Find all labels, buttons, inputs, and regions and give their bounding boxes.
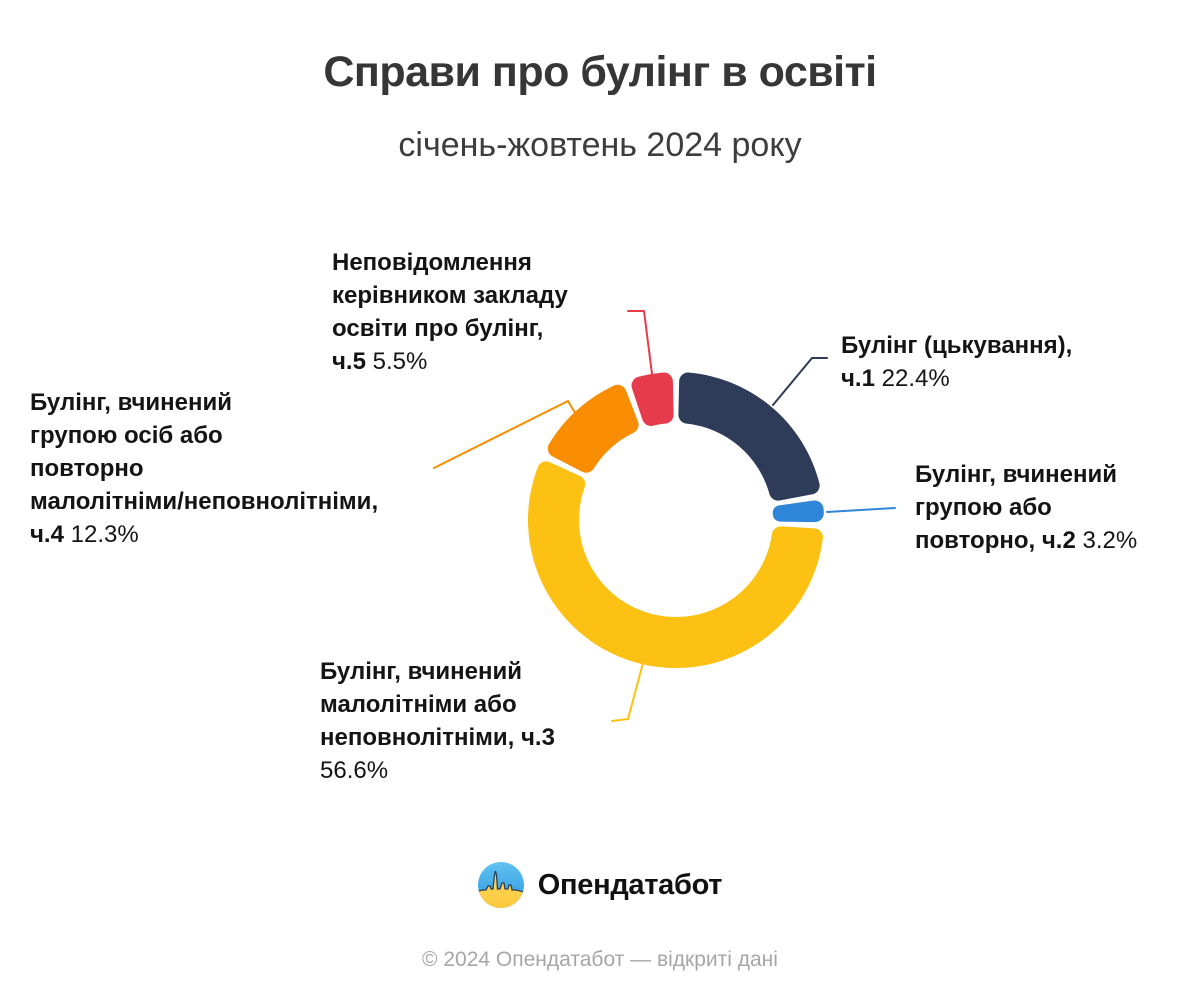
donut-segment-ch5 — [631, 372, 674, 427]
leader-line-ch2 — [826, 507, 896, 513]
segment-label-ch1-value: 22.4% — [874, 365, 950, 392]
segment-label-ch2: Булінг, вчинений групою або повторно, ч.… — [915, 458, 1137, 557]
donut-segment-ch3 — [527, 461, 823, 669]
leader-line-ch5 — [627, 310, 653, 375]
leader-line-ch1 — [772, 357, 828, 406]
segment-label-ch4: Булінг, вчинений групою осіб або повторн… — [30, 386, 378, 551]
segment-label-ch4-name: Булінг, вчинений групою осіб або повторн… — [30, 389, 379, 548]
donut-segments-group — [527, 372, 824, 669]
leader-line-ch4 — [433, 400, 591, 469]
page-subtitle: січень-жовтень 2024 року — [398, 126, 802, 164]
donut-segment-ch4 — [547, 384, 639, 473]
donut-segment-ch2 — [772, 500, 824, 523]
segment-label-ch5-value: 5.5% — [365, 348, 428, 375]
segment-label-ch1-name: Булінг (цькування), ч.1 — [841, 332, 1073, 392]
segment-label-ch2-name: Булінг, вчинений групою або повторно, ч.… — [915, 461, 1117, 554]
segment-label-ch2-value: 3.2% — [1075, 527, 1138, 554]
donut-segment-ch1 — [678, 372, 820, 501]
leader-lines-group — [433, 310, 896, 722]
segment-label-ch3: Булінг, вчинений малолітніми або неповно… — [320, 655, 555, 787]
logo-skyline-outline — [477, 870, 524, 893]
segment-label-ch3-value: 56.6% — [320, 757, 389, 784]
brand-name: Опендатабот — [537, 868, 723, 901]
segment-label-ch3-name: Булінг, вчинений малолітніми або неповно… — [320, 658, 555, 751]
page-title: Справи про булінг в освіті — [323, 48, 877, 96]
leader-line-ch3 — [611, 662, 644, 722]
segment-label-ch5: Неповідомлення керівником закладу освіти… — [332, 246, 568, 378]
copyright-footer: © 2024 Опендатабот — відкриті дані — [422, 948, 778, 971]
segment-label-ch5-name: Неповідомлення керівником закладу освіти… — [332, 249, 568, 375]
segment-label-ch4-value: 12.3% — [63, 521, 139, 548]
logo-yellow-skyline — [477, 871, 524, 908]
segment-label-ch1: Булінг (цькування), ч.1 22.4% — [841, 329, 1072, 395]
opendatabot-logo-icon — [477, 862, 524, 908]
brand-row: Опендатабот — [0, 862, 1200, 908]
